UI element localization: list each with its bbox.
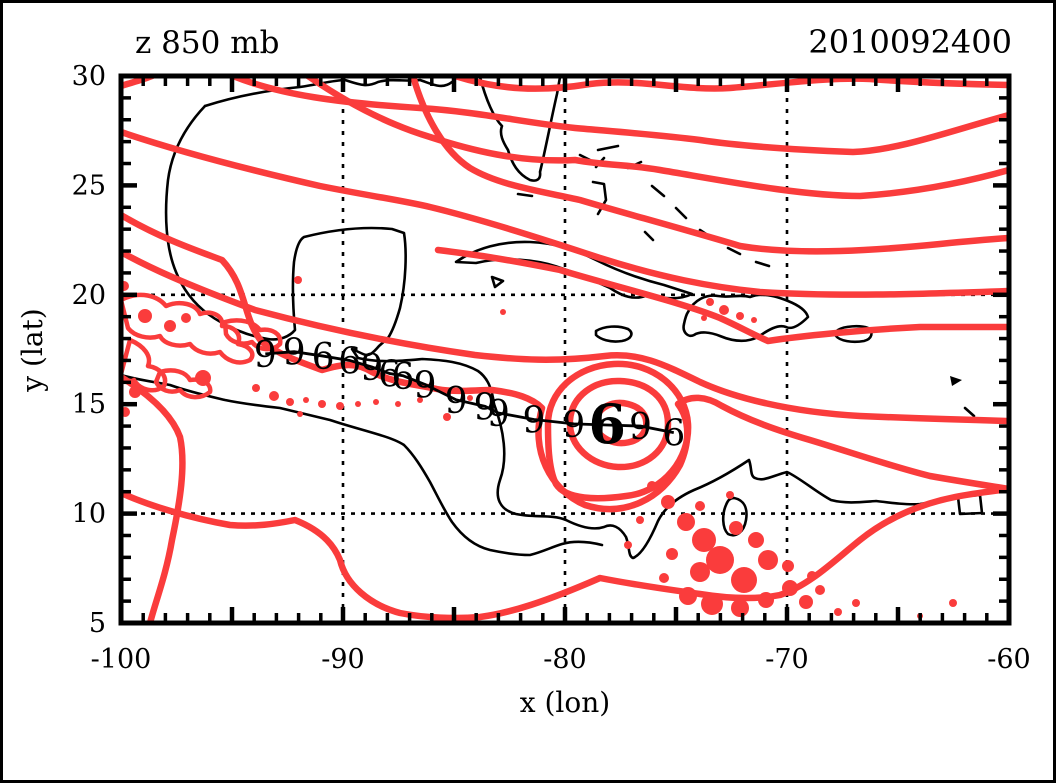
y-axis-label: y (lat) (16, 308, 49, 392)
storm-marker: 9 (445, 381, 468, 422)
x-tick-label: -100 (91, 644, 152, 675)
plot-canvas: z 850 mb 2010092400 x (lon) y (lat) (16, 23, 1031, 719)
storm-track-line (265, 350, 675, 435)
storm-marker: 6 (662, 414, 685, 455)
current-position-marker: 6 (588, 392, 626, 456)
axis-ticks (118, 73, 1012, 626)
storm-marker: 6 (391, 357, 414, 398)
tick-labels: -100 -90 -80 -70 -60 30 25 20 15 10 5 (72, 61, 1031, 675)
storm-marker: 9 (474, 387, 497, 428)
storm-track: 9 9 6 6 966 9 9 99 9 9 6 9 6 (254, 333, 685, 456)
height-contours (121, 76, 1009, 623)
x-tick-label: -60 (987, 644, 1030, 675)
storm-marker: 9 (629, 407, 652, 448)
y-tick-label: 10 (72, 499, 106, 530)
plot-datetime: 2010092400 (808, 23, 1012, 61)
plot-frame (118, 73, 1012, 626)
storm-marker: 6 (378, 355, 401, 396)
y-tick-label: 30 (72, 61, 106, 92)
storm-marker: 9 (562, 405, 585, 446)
x-tick-label: -80 (543, 644, 586, 675)
storm-marker: 9 (487, 394, 510, 435)
storm-marker: 9 (254, 335, 277, 376)
storm-marker: 9 (360, 348, 383, 389)
x-axis-label: x (lon) (520, 686, 610, 719)
y-tick-label: 20 (72, 280, 106, 311)
storm-marker: 9 (283, 333, 306, 374)
plot-title: z 850 mb (135, 25, 279, 61)
x-tick-label: -70 (765, 644, 808, 675)
x-tick-label: -90 (321, 644, 364, 675)
terrain-speckles (121, 276, 957, 619)
storm-marker: 9 (414, 366, 437, 407)
y-tick-label: 25 (72, 170, 106, 201)
storm-marker: 6 (312, 337, 335, 378)
y-tick-label: 5 (89, 608, 106, 639)
storm-marker: 6 (338, 341, 361, 382)
storm-marker: 9 (522, 401, 545, 442)
y-tick-label: 15 (72, 389, 106, 420)
